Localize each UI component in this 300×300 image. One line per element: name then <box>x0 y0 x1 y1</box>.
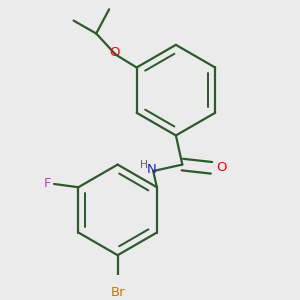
Text: N: N <box>147 163 157 176</box>
Text: H: H <box>140 160 148 170</box>
Text: O: O <box>216 161 227 174</box>
Text: O: O <box>109 46 119 59</box>
Text: F: F <box>44 178 51 190</box>
Text: Br: Br <box>110 286 125 299</box>
